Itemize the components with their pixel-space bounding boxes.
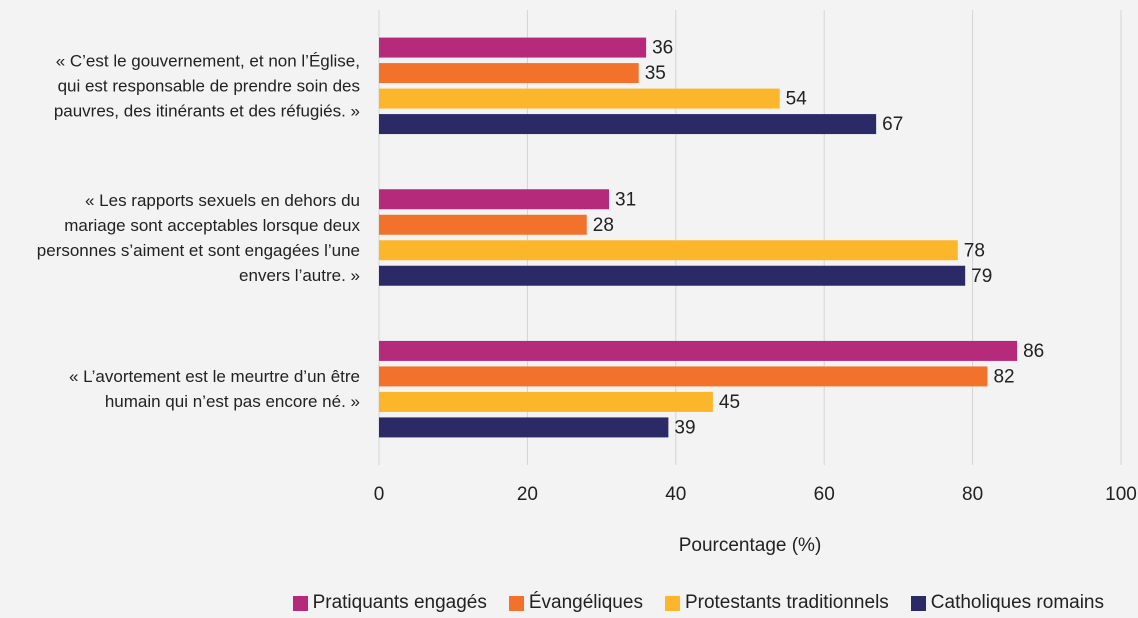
bar — [379, 214, 587, 235]
legend-swatch — [292, 595, 308, 611]
x-tick-label: 40 — [665, 484, 686, 505]
x-tick-label: 80 — [962, 484, 983, 505]
legend-swatch — [910, 595, 926, 611]
x-tick-label: 20 — [517, 484, 538, 505]
bar — [379, 63, 639, 84]
value-label: 39 — [674, 417, 695, 438]
value-label: 78 — [964, 240, 985, 261]
x-tick-label: 100 — [1105, 484, 1137, 505]
x-tick-label: 60 — [814, 484, 835, 505]
value-label: 82 — [993, 366, 1014, 387]
bar — [379, 340, 1018, 361]
value-label: 45 — [719, 392, 740, 413]
bar — [379, 366, 988, 387]
legend-label: Pratiquants engagés — [312, 592, 487, 613]
bar — [379, 240, 958, 261]
legend: Pratiquants engagés Évangéliques Protestan… — [292, 592, 1104, 614]
value-label: 28 — [593, 215, 614, 236]
category-label: « C’est le gouvernement, et non l’Église… — [53, 51, 360, 121]
value-label: 31 — [615, 189, 636, 210]
legend-item: Évangéliques — [508, 592, 643, 614]
value-label: 67 — [882, 114, 903, 135]
bar — [379, 417, 669, 438]
legend-label: Évangéliques — [528, 592, 643, 613]
legend-item: Protestants traditionnels — [664, 592, 889, 614]
legend-item: Pratiquants engagés — [292, 592, 487, 614]
bar — [379, 189, 610, 210]
legend-swatch — [664, 595, 680, 611]
legend-item: Catholiques romains — [910, 592, 1104, 614]
legend-swatch — [508, 595, 524, 611]
bar — [379, 37, 647, 58]
category-label: « Les rapports sexuels en dehors du mari… — [36, 190, 360, 285]
legend-label: Catholiques romains — [930, 592, 1104, 613]
x-axis-title: Pourcentage (%) — [679, 535, 822, 556]
bar — [379, 114, 877, 135]
value-label: 35 — [645, 63, 666, 84]
bar — [379, 88, 780, 109]
legend-label: Protestants traditionnels — [684, 592, 889, 613]
bar — [379, 391, 713, 412]
value-label: 86 — [1023, 341, 1044, 362]
value-label: 36 — [652, 38, 673, 59]
x-tick-label: 0 — [374, 484, 385, 505]
value-label: 79 — [971, 266, 992, 287]
value-label: 54 — [786, 89, 808, 110]
category-label: « L’avortement est le meurtre d’un être … — [68, 367, 360, 412]
bar — [379, 265, 966, 286]
